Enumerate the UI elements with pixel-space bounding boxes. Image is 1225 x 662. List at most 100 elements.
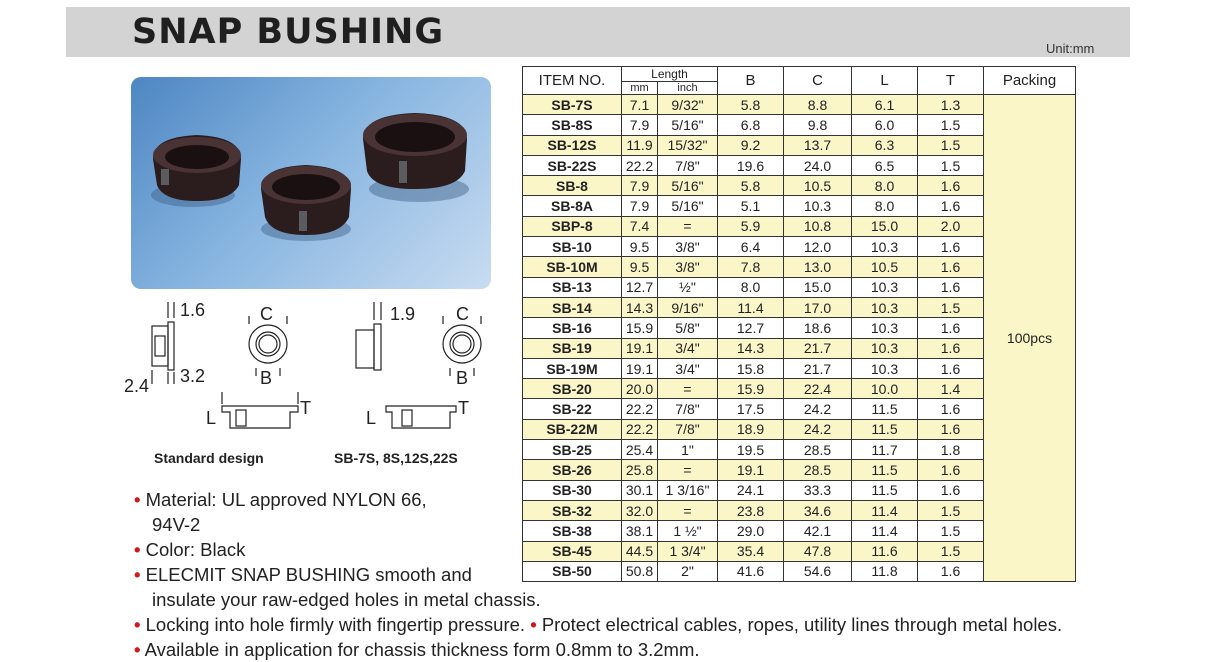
b-cell: 5.8 [717,175,784,197]
table-row: SB-19 19.1 3/4" 14.3 21.7 10.3 1.6 [522,337,1076,359]
t-cell: 1.5 [917,114,984,136]
c-cell: 22.4 [783,378,852,400]
l-cell: 10.3 [851,296,918,319]
b-cell: 15.9 [717,378,784,400]
l-cell: 11.5 [851,418,918,441]
inch-cell: 3/8" [657,236,718,258]
mm-cell: 9.5 [621,256,658,278]
t-cell: 1.5 [917,296,984,319]
inch-cell: 9/16" [657,296,718,319]
l-cell: 10.3 [851,337,918,359]
t-cell: 1.6 [917,459,984,481]
col-item-no: ITEM NO. [522,66,622,95]
table-row: SB-8A 7.9 5/16" 5.1 10.3 8.0 1.6 [522,195,1076,217]
mm-cell: 25.8 [621,459,658,481]
c-cell: 28.5 [783,459,852,481]
t-cell: 1.6 [917,357,984,380]
b-cell: 19.6 [717,154,784,177]
l-cell: 10.5 [851,256,918,278]
b-cell: 24.1 [717,479,784,501]
t-cell: 1.5 [917,540,984,562]
item-no-cell: SB-12S [522,134,622,156]
dim-left-l: L [206,408,216,428]
inch-cell: 1 3/4" [657,540,718,562]
item-no-cell: SBP-8 [522,215,622,238]
mm-cell: 12.7 [621,276,658,298]
c-cell: 10.5 [783,175,852,197]
table-row: SB-30 30.1 1 3/16" 24.1 33.3 11.5 1.6 [522,479,1076,501]
c-cell: 33.3 [783,479,852,501]
l-cell: 11.5 [851,398,918,420]
c-cell: 34.6 [783,499,852,522]
c-cell: 54.6 [783,560,852,583]
dim-left-c: C [260,304,273,324]
col-t: T [917,66,984,95]
bullet-thickness: • Available in application for chassis t… [134,639,700,660]
l-cell: 11.4 [851,520,918,542]
inch-cell: 3/4" [657,357,718,380]
dim-right-b: B [456,368,468,388]
mm-cell: 20.0 [621,378,658,400]
b-cell: 35.4 [717,540,784,562]
b-cell: 5.8 [717,93,784,116]
dim-left-top: 1.6 [180,300,205,320]
item-no-cell: SB-16 [522,317,622,339]
c-cell: 8.8 [783,93,852,116]
table-row: SB-10 9.5 3/8" 6.4 12.0 10.3 1.6 [522,236,1076,258]
inch-cell: 1 ½" [657,520,718,542]
t-cell: 1.6 [917,236,984,258]
l-cell: 8.0 [851,195,918,217]
table-row: SB-22S 22.2 7/8" 19.6 24.0 6.5 1.5 [522,154,1076,177]
inch-cell: 3/4" [657,337,718,359]
t-cell: 1.3 [917,93,984,116]
b-cell: 8.0 [717,276,784,298]
c-cell: 17.0 [783,296,852,319]
c-cell: 24.2 [783,398,852,420]
b-cell: 5.1 [717,195,784,217]
inch-cell: = [657,215,718,238]
inch-cell: 15/32" [657,134,718,156]
dim-left-b: B [260,368,272,388]
l-cell: 11.5 [851,479,918,501]
item-no-cell: SB-7S [522,93,622,116]
col-b: B [717,66,784,95]
t-cell: 1.6 [917,418,984,441]
inch-cell: 1" [657,439,718,461]
item-no-cell: SB-14 [522,296,622,319]
item-no-cell: SB-19 [522,337,622,359]
l-cell: 10.3 [851,276,918,298]
c-cell: 9.8 [783,114,852,136]
b-cell: 5.9 [717,215,784,238]
t-cell: 1.6 [917,337,984,359]
item-no-cell: SB-32 [522,499,622,522]
col-c: C [783,66,852,95]
l-cell: 11.4 [851,499,918,522]
b-cell: 17.5 [717,398,784,420]
inch-cell: 5/16" [657,175,718,197]
bullet-material: • Material: UL approved NYLON 66, [134,489,427,510]
item-no-cell: SB-45 [522,540,622,562]
c-cell: 21.7 [783,337,852,359]
dim-right-t: T [458,398,469,418]
unit-label: Unit:mm [1046,41,1095,56]
l-cell: 6.3 [851,134,918,156]
dim-left-bottom-a: 2.4 [124,376,149,396]
mm-cell: 22.2 [621,154,658,177]
mm-cell: 11.9 [621,134,658,156]
c-cell: 10.8 [783,215,852,238]
b-cell: 11.4 [717,296,784,319]
inch-cell: 7/8" [657,154,718,177]
t-cell: 1.6 [917,398,984,420]
mm-cell: 22.2 [621,398,658,420]
inch-cell: = [657,378,718,400]
mm-cell: 7.4 [621,215,658,238]
inch-cell: 3/8" [657,256,718,278]
l-cell: 6.0 [851,114,918,136]
t-cell: 1.6 [917,317,984,339]
mm-cell: 7.9 [621,175,658,197]
bullet-locking: • Locking into hole firmly with fingerti… [134,614,1063,635]
inch-cell: 5/16" [657,114,718,136]
col-mm: mm [621,81,658,95]
t-cell: 1.6 [917,560,984,583]
table-row: SB-19M 19.1 3/4" 15.8 21.7 10.3 1.6 [522,357,1076,380]
